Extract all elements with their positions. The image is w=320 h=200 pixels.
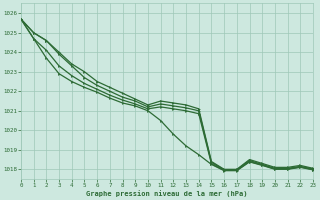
X-axis label: Graphe pression niveau de la mer (hPa): Graphe pression niveau de la mer (hPa) — [86, 190, 248, 197]
